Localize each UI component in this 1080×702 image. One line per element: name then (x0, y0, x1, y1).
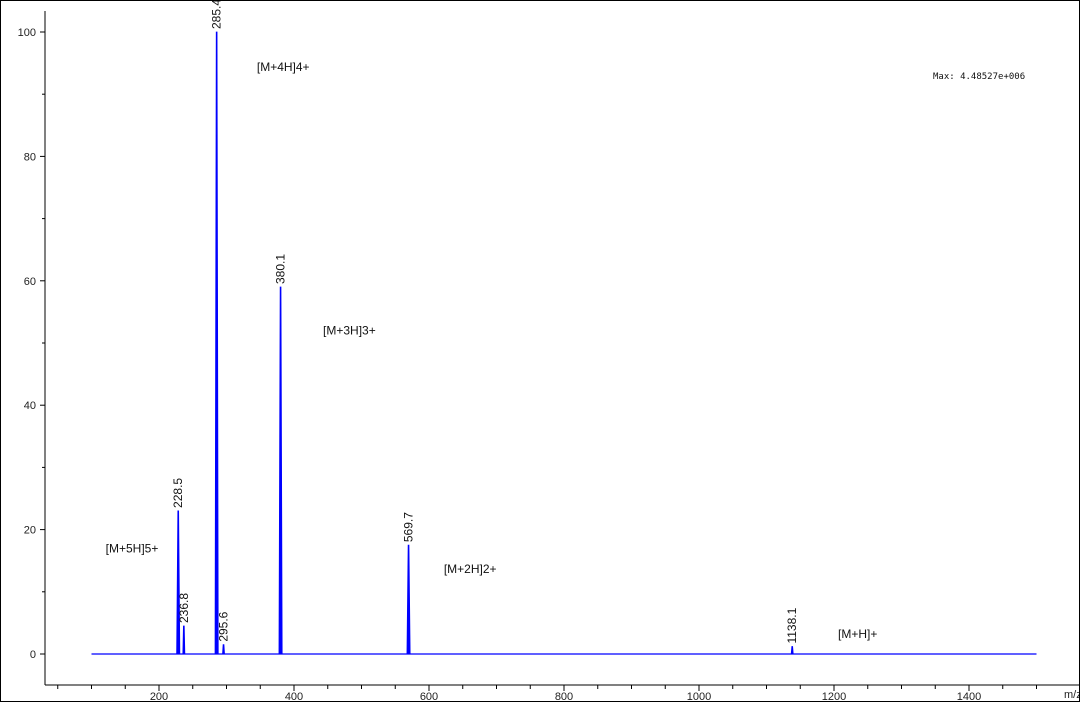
charge-state-annotation: [M+4H]4+ (257, 60, 310, 74)
charge-state-annotation: [M+H]+ (838, 627, 877, 641)
peak-label: 380.1 (274, 254, 288, 284)
max-intensity-label: Max: 4.48527e+006 (933, 72, 1025, 82)
spectrum-peak (182, 625, 186, 655)
x-tick-label: 1200 (822, 691, 846, 701)
y-tick-label: 100 (18, 27, 36, 39)
x-axis-label: m/z (1064, 689, 1079, 701)
x-tick-label: 200 (150, 691, 168, 701)
x-tick-label: 1400 (957, 691, 981, 701)
peak-label: 295.6 (217, 611, 231, 641)
charge-state-annotation: [M+3H]3+ (323, 324, 376, 338)
y-tick-label: 40 (24, 400, 36, 412)
x-tick-label: 400 (285, 691, 303, 701)
x-tick-label: 1000 (687, 691, 711, 701)
spectrum-peak (406, 544, 411, 655)
spectrum-peak (790, 646, 794, 655)
spectrum-peak (214, 31, 219, 655)
y-tick-label: 80 (24, 151, 36, 163)
peak-label: 236.8 (177, 593, 191, 623)
peak-label: 1138.1 (785, 607, 799, 643)
charge-state-annotation: [M+2H]2+ (444, 562, 497, 576)
peak-label: 569.7 (402, 512, 416, 542)
y-tick-label: 60 (24, 276, 36, 288)
peak-label: 285.4 (210, 1, 224, 29)
peak-label: 228.5 (171, 478, 185, 508)
y-tick-label: 20 (24, 525, 36, 537)
x-tick-label: 600 (420, 691, 438, 701)
x-tick-label: 800 (555, 691, 573, 701)
charge-state-annotation: [M+5H]5+ (106, 541, 159, 555)
spectrum-peak (278, 286, 283, 655)
spectrum-peak (176, 510, 181, 655)
y-tick-label: 0 (30, 649, 36, 661)
spectrum-peak (222, 644, 225, 655)
